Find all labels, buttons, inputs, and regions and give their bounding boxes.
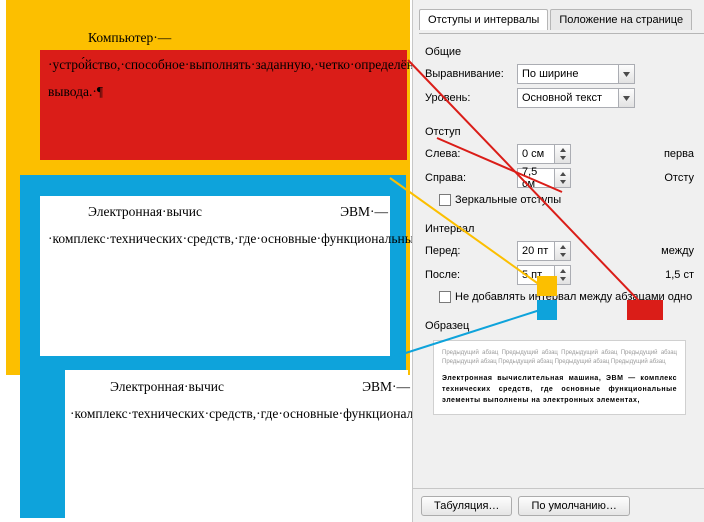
paragraph-dialog: Отступы и интервалы Положение на страниц…	[412, 0, 704, 522]
chevron-down-icon	[618, 65, 634, 83]
checkbox-icon	[439, 194, 451, 206]
sample-previous-text: Предыдущий абзац Предыдущий абзац Предыд…	[442, 349, 677, 367]
first-line-label: перва	[664, 148, 694, 160]
sample-preview: Предыдущий абзац Предыдущий абзац Предыд…	[433, 340, 686, 415]
mirror-indents-label: Зеркальные отступы	[455, 194, 561, 206]
document-preview: Компьютер·—·устро́йство,·способное·выпол…	[0, 0, 410, 522]
tab-position[interactable]: Положение на странице	[550, 9, 692, 30]
alignment-label: Выравнивание:	[425, 68, 517, 80]
marker-line-red	[627, 300, 663, 320]
alignment-combo[interactable]: По ширине	[517, 64, 635, 84]
paragraph-2: Электронная·вычис ЭВМ·—·комплекс·техниче…	[48, 198, 388, 252]
group-sample: Образец Предыдущий абзац Предыдущий абза…	[413, 308, 704, 421]
paragraph-3: Электронная·вычис ЭВМ·—·комплекс·техниче…	[70, 373, 410, 427]
sample-main-text: Электронная вычислительная машина, ЭВМ —…	[442, 373, 677, 406]
before-spinner[interactable]: 20 пт	[517, 241, 571, 261]
paragraph-1: Компьютер·—·устро́йство,·способное·выпол…	[48, 24, 400, 105]
line-spacing-hint: между	[661, 245, 694, 257]
before-value: 20 пт	[518, 245, 554, 257]
marker-before-yellow	[537, 276, 557, 296]
right-indent-spinner[interactable]: 7,5 см	[517, 168, 571, 188]
tab-indents[interactable]: Отступы и интервалы	[419, 9, 548, 30]
marker-after-blue	[537, 300, 557, 320]
line-spacing-value: 1,5 ст	[665, 269, 694, 281]
level-label: Уровень:	[425, 92, 517, 104]
indent-title: Отступ	[425, 126, 694, 138]
left-indent-value: 0 см	[518, 148, 554, 160]
group-interval: Интервал Перед: 20 пт между После: 5 пт	[413, 211, 704, 308]
alignment-value: По ширине	[518, 68, 618, 80]
right-indent-label: Справа:	[425, 172, 517, 184]
spinner-icon	[554, 242, 570, 260]
sample-title: Образец	[425, 320, 694, 332]
interval-title: Интервал	[425, 223, 694, 235]
tabulation-button[interactable]: Табуляция…	[421, 496, 512, 516]
right-indent-value: 7,5 см	[518, 166, 554, 190]
level-combo[interactable]: Основной текст	[517, 88, 635, 108]
before-label: Перед:	[425, 245, 517, 257]
spinner-icon	[554, 145, 570, 163]
dialog-button-bar: Табуляция… По умолчанию…	[413, 488, 704, 522]
left-indent-label: Слева:	[425, 148, 517, 160]
mirror-indents-checkbox[interactable]: Зеркальные отступы	[439, 194, 561, 206]
checkbox-icon	[439, 291, 451, 303]
group-general: Общие Выравнивание: По ширине Уровень: О…	[413, 34, 704, 114]
spinner-icon	[554, 169, 570, 187]
left-indent-spinner[interactable]: 0 см	[517, 144, 571, 164]
group-indent: Отступ Слева: 0 см перва Справа: 7,5 см	[413, 114, 704, 211]
dialog-tabs: Отступы и интервалы Положение на страниц…	[413, 0, 704, 34]
default-button[interactable]: По умолчанию…	[518, 496, 629, 516]
general-title: Общие	[425, 46, 694, 58]
after-label: После:	[425, 269, 517, 281]
first-line-value-hint: Отсту	[664, 172, 694, 184]
level-value: Основной текст	[518, 92, 618, 104]
chevron-down-icon	[618, 89, 634, 107]
